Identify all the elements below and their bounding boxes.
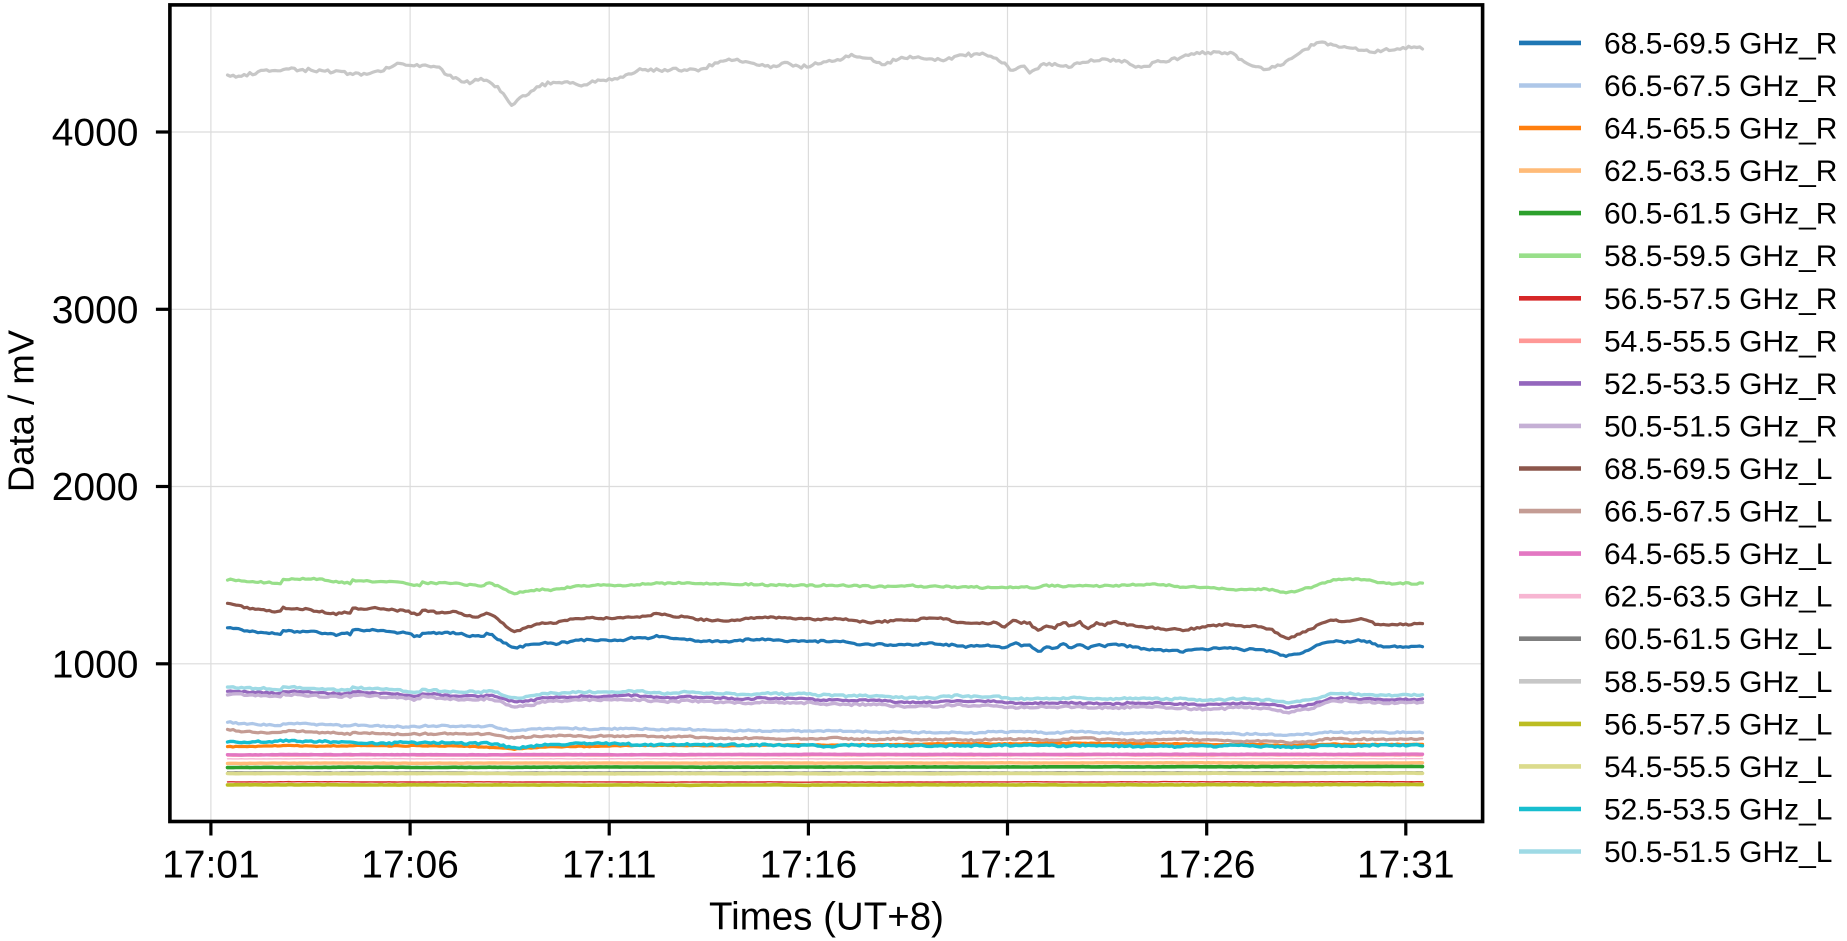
svg-text:54.5-55.5 GHz_L: 54.5-55.5 GHz_L bbox=[1604, 751, 1832, 784]
svg-text:1000: 1000 bbox=[52, 643, 139, 686]
svg-text:17:21: 17:21 bbox=[959, 844, 1057, 887]
svg-text:58.5-59.5 GHz_R: 58.5-59.5 GHz_R bbox=[1604, 240, 1837, 273]
svg-text:17:31: 17:31 bbox=[1357, 844, 1455, 887]
svg-text:52.5-53.5 GHz_R: 52.5-53.5 GHz_R bbox=[1604, 368, 1837, 401]
svg-text:Times (UT+8): Times (UT+8) bbox=[709, 896, 944, 939]
svg-text:66.5-67.5 GHz_L: 66.5-67.5 GHz_L bbox=[1604, 496, 1832, 529]
svg-text:17:11: 17:11 bbox=[562, 844, 657, 887]
svg-text:62.5-63.5 GHz_R: 62.5-63.5 GHz_R bbox=[1604, 155, 1837, 188]
svg-text:68.5-69.5 GHz_L: 68.5-69.5 GHz_L bbox=[1604, 453, 1832, 486]
svg-text:52.5-53.5 GHz_L: 52.5-53.5 GHz_L bbox=[1604, 794, 1832, 827]
svg-text:56.5-57.5 GHz_R: 56.5-57.5 GHz_R bbox=[1604, 283, 1837, 316]
svg-text:64.5-65.5 GHz_L: 64.5-65.5 GHz_L bbox=[1604, 538, 1832, 571]
svg-text:17:06: 17:06 bbox=[361, 844, 459, 887]
svg-text:66.5-67.5 GHz_R: 66.5-67.5 GHz_R bbox=[1604, 70, 1837, 103]
svg-text:50.5-51.5 GHz_R: 50.5-51.5 GHz_R bbox=[1604, 410, 1837, 443]
svg-text:17:26: 17:26 bbox=[1158, 844, 1256, 887]
svg-text:60.5-61.5 GHz_L: 60.5-61.5 GHz_L bbox=[1604, 623, 1832, 656]
svg-text:60.5-61.5 GHz_R: 60.5-61.5 GHz_R bbox=[1604, 198, 1837, 231]
svg-text:3000: 3000 bbox=[52, 289, 139, 332]
svg-text:56.5-57.5 GHz_L: 56.5-57.5 GHz_L bbox=[1604, 708, 1832, 741]
svg-text:2000: 2000 bbox=[52, 466, 139, 509]
svg-text:62.5-63.5 GHz_L: 62.5-63.5 GHz_L bbox=[1604, 581, 1832, 614]
svg-text:4000: 4000 bbox=[52, 112, 139, 155]
svg-text:54.5-55.5 GHz_R: 54.5-55.5 GHz_R bbox=[1604, 325, 1837, 358]
svg-text:17:16: 17:16 bbox=[760, 844, 858, 887]
svg-text:Data / mV: Data / mV bbox=[1, 329, 42, 492]
svg-text:64.5-65.5 GHz_R: 64.5-65.5 GHz_R bbox=[1604, 113, 1837, 146]
svg-text:68.5-69.5 GHz_R: 68.5-69.5 GHz_R bbox=[1604, 27, 1837, 60]
svg-text:17:01: 17:01 bbox=[162, 844, 260, 887]
svg-text:50.5-51.5 GHz_L: 50.5-51.5 GHz_L bbox=[1604, 836, 1832, 869]
svg-text:58.5-59.5 GHz_L: 58.5-59.5 GHz_L bbox=[1604, 666, 1832, 699]
